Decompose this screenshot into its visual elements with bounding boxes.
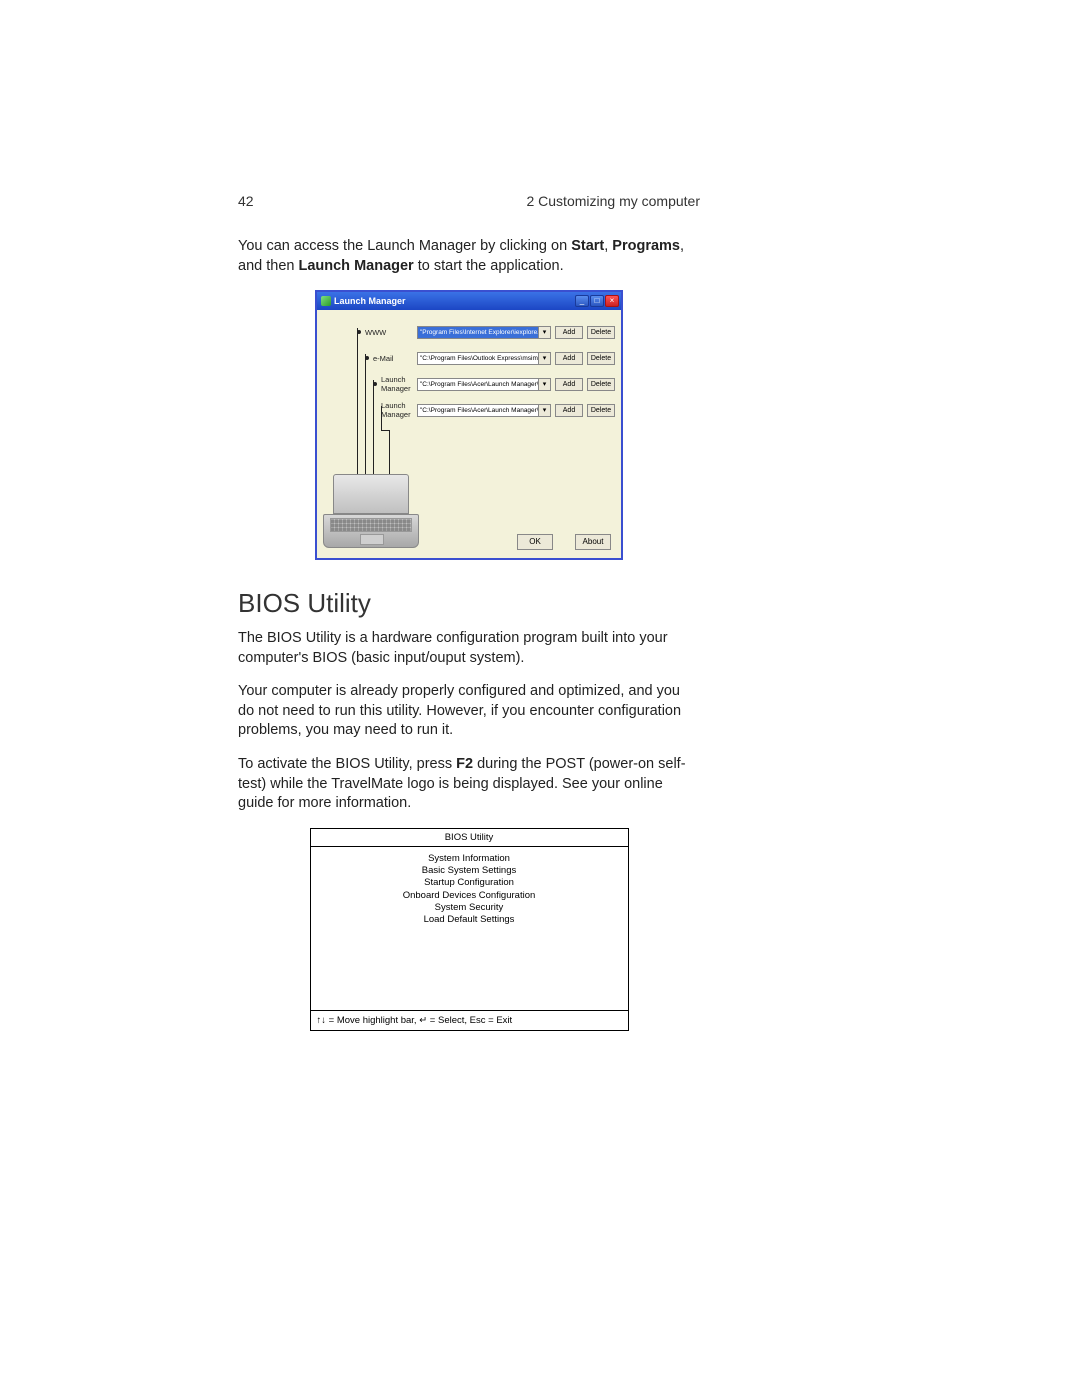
bios-menu-item[interactable]: System Information bbox=[311, 853, 628, 865]
lm-delete-button[interactable]: Delete bbox=[587, 378, 615, 391]
laptop-illustration bbox=[323, 474, 419, 552]
lm-delete-button[interactable]: Delete bbox=[587, 404, 615, 417]
bios-utility-box: BIOS Utility System Information Basic Sy… bbox=[310, 828, 629, 1031]
bios-key: F2 bbox=[456, 756, 473, 772]
lm-app-icon bbox=[321, 296, 331, 306]
intro-bold-lm: Launch Manager bbox=[298, 258, 413, 274]
intro-text: You can access the Launch Manager by cli… bbox=[238, 238, 571, 254]
lm-path-combo[interactable]: "C:\Program Files\Outlook Express\msimn.… bbox=[417, 352, 551, 365]
lm-add-button[interactable]: Add bbox=[555, 378, 583, 391]
lm-add-button[interactable]: Add bbox=[555, 326, 583, 339]
intro-bold-start: Start bbox=[571, 238, 604, 254]
lm-row: Launch Manager "C:\Program Files\Acer\La… bbox=[357, 376, 615, 392]
lm-row: Launch Manager "C:\Program Files\Acer\La… bbox=[357, 402, 615, 418]
page-content: 42 2 Customizing my computer You can acc… bbox=[238, 193, 700, 1031]
close-button[interactable]: × bbox=[605, 295, 619, 307]
lm-add-button[interactable]: Add bbox=[555, 352, 583, 365]
bios-menu-item[interactable]: Basic System Settings bbox=[311, 865, 628, 877]
lm-path-combo[interactable]: "C:\Program Files\Acer\Launch Manager\Ln bbox=[417, 404, 551, 417]
laptop-screen bbox=[333, 474, 409, 514]
bios-box-footer: ↑↓ = Move highlight bar, ↵ = Select, Esc… bbox=[311, 1010, 628, 1030]
lm-row: e-Mail "C:\Program Files\Outlook Express… bbox=[357, 350, 615, 366]
lm-row-label: Launch Manager bbox=[377, 401, 417, 419]
lm-add-button[interactable]: Add bbox=[555, 404, 583, 417]
minimize-button[interactable]: _ bbox=[575, 295, 589, 307]
lm-row: WWW "Program Files\Internet Explorer\iex… bbox=[357, 324, 615, 340]
page-number: 42 bbox=[238, 193, 254, 209]
bios-paragraph: Your computer is already properly config… bbox=[238, 682, 700, 741]
bios-menu-item[interactable]: Onboard Devices Configuration bbox=[311, 890, 628, 902]
bios-menu-item[interactable]: Startup Configuration bbox=[311, 877, 628, 889]
intro-bold-programs: Programs bbox=[612, 238, 680, 254]
page-header: 42 2 Customizing my computer bbox=[238, 193, 700, 209]
lm-about-button[interactable]: About bbox=[575, 534, 611, 550]
lm-path-combo[interactable]: "Program Files\Internet Explorer\iexplor… bbox=[417, 326, 551, 339]
launch-manager-dialog: Launch Manager _ □ × WWW "Program Files\… bbox=[315, 290, 623, 560]
connector-line bbox=[365, 354, 366, 488]
lm-row-label: Launch Manager bbox=[377, 375, 417, 393]
laptop-base bbox=[323, 514, 419, 548]
lm-delete-button[interactable]: Delete bbox=[587, 326, 615, 339]
laptop-keyboard bbox=[330, 518, 412, 532]
lm-titlebar: Launch Manager _ □ × bbox=[317, 292, 621, 310]
lm-delete-button[interactable]: Delete bbox=[587, 352, 615, 365]
bios-menu-item[interactable]: System Security bbox=[311, 902, 628, 914]
bios-paragraph: To activate the BIOS Utility, press F2 d… bbox=[238, 755, 700, 814]
lm-path-combo[interactable]: "C:\Program Files\Acer\Launch Manager\Ln bbox=[417, 378, 551, 391]
bios-menu-item[interactable]: Load Default Settings bbox=[311, 914, 628, 926]
lm-row-label: WWW bbox=[361, 328, 417, 337]
laptop-touchpad bbox=[360, 534, 384, 545]
bios-paragraph: The BIOS Utility is a hardware configura… bbox=[238, 629, 700, 668]
lm-title: Launch Manager bbox=[334, 296, 575, 306]
lm-ok-button[interactable]: OK bbox=[517, 534, 553, 550]
bios-heading: BIOS Utility bbox=[238, 588, 700, 619]
bios-box-title: BIOS Utility bbox=[311, 829, 628, 846]
lm-row-label: e-Mail bbox=[369, 354, 417, 363]
maximize-button[interactable]: □ bbox=[590, 295, 604, 307]
chapter-title: 2 Customizing my computer bbox=[526, 193, 700, 209]
lm-body: WWW "Program Files\Internet Explorer\iex… bbox=[317, 310, 621, 558]
bios-box-body: System Information Basic System Settings… bbox=[311, 846, 628, 1010]
intro-paragraph: You can access the Launch Manager by cli… bbox=[238, 237, 700, 276]
lm-footer: OK About bbox=[513, 534, 611, 550]
connector-line bbox=[381, 430, 389, 431]
